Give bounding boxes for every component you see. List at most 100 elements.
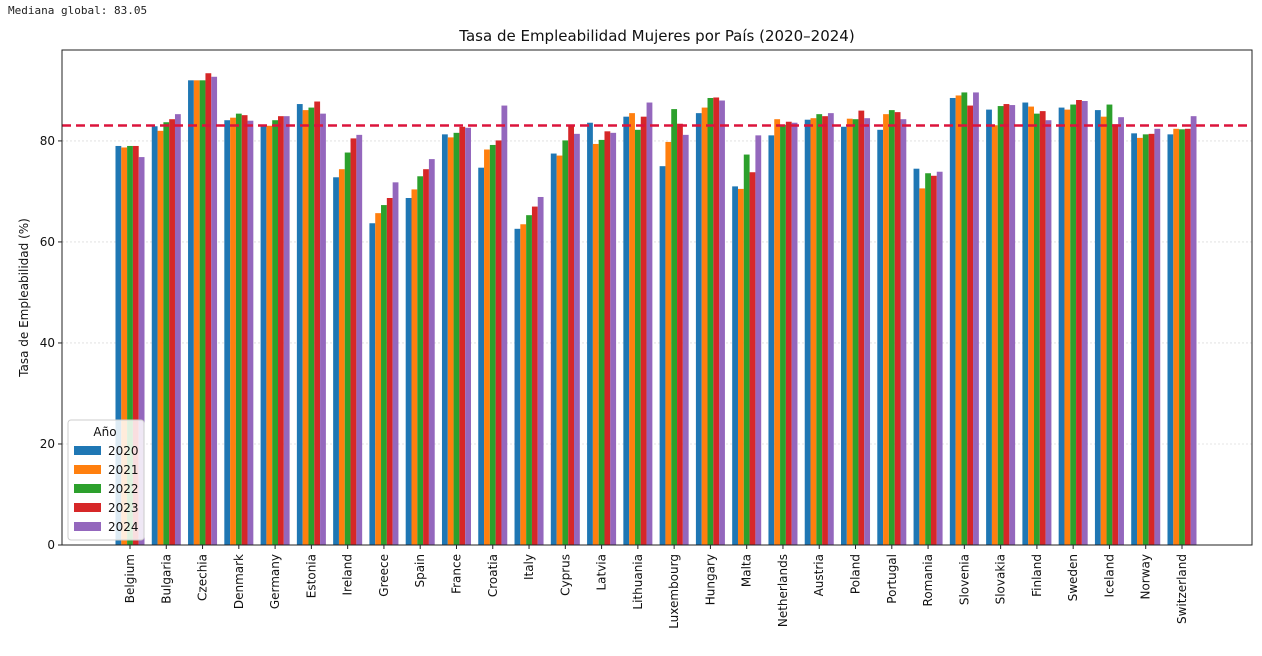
bar-slovakia-2020 [986, 109, 992, 545]
chart-title: Tasa de Empleabilidad Mujeres por País (… [458, 27, 854, 45]
bar-denmark-2020 [224, 120, 231, 546]
bar-hungary-2023 [713, 97, 720, 546]
median-annotation: Mediana global: 83.05 [8, 4, 148, 17]
bar-austria-2021 [810, 118, 817, 545]
bar-czechia-2024 [211, 76, 218, 545]
bar-portugal-2021 [883, 114, 889, 546]
legend-label-2022: 2022 [108, 482, 139, 496]
bar-estonia-2020 [296, 104, 303, 545]
bar-germany-2021 [266, 125, 273, 545]
x-tick-label-norway: Norway [1139, 554, 1153, 600]
x-tick-label-lithuania: Lithuania [631, 554, 645, 610]
bar-spain-2024 [428, 159, 435, 545]
bar-lithuania-2021 [629, 113, 635, 545]
bar-portugal-2024 [900, 119, 907, 546]
legend-swatch-2023 [74, 503, 101, 512]
bar-denmark-2024 [247, 120, 254, 545]
bar-cyprus-2020 [550, 153, 557, 546]
bar-slovenia-2020 [949, 97, 956, 546]
bar-germany-2020 [260, 124, 267, 546]
legend: Año 2020 2021 2022 2023 2024 [67, 419, 145, 541]
bars [115, 73, 1197, 546]
bar-hungary-2024 [719, 100, 725, 546]
bar-poland-2023 [858, 110, 865, 545]
x-tick-label-portugal: Portugal [885, 554, 899, 604]
bar-norway-2023 [1148, 133, 1155, 546]
bar-belgium-2021 [121, 147, 128, 546]
bar-luxembourg-2023 [677, 123, 683, 545]
x-tick-label-malta: Malta [740, 554, 754, 587]
x-tick-label-estonia: Estonia [304, 554, 318, 598]
y-tick-label: 80 [40, 134, 55, 148]
bar-austria-2024 [827, 113, 834, 545]
bar-estonia-2024 [320, 113, 326, 546]
x-tick-label-finland: Finland [1030, 554, 1044, 597]
bar-latvia-2020 [587, 122, 593, 546]
bar-germany-2023 [278, 116, 284, 545]
legend-title: Año [93, 425, 116, 439]
bar-slovakia-2022 [997, 106, 1004, 545]
bar-france-2021 [447, 137, 454, 545]
bar-finland-2022 [1033, 113, 1040, 546]
bar-norway-2020 [1131, 133, 1138, 545]
bar-germany-2022 [272, 120, 279, 546]
legend-label-2023: 2023 [108, 501, 139, 515]
bar-spain-2020 [405, 197, 412, 545]
bar-bulgaria-2021 [157, 130, 164, 545]
x-tick-label-bulgaria: Bulgaria [159, 554, 173, 604]
bar-cyprus-2023 [568, 125, 575, 545]
bar-cyprus-2024 [574, 133, 580, 546]
bar-norway-2021 [1137, 137, 1143, 545]
bar-norway-2022 [1142, 134, 1149, 545]
bar-iceland-2021 [1100, 116, 1107, 546]
bar-austria-2020 [804, 119, 811, 546]
bar-slovenia-2023 [967, 105, 974, 546]
bar-finland-2021 [1028, 106, 1034, 546]
legend-swatch-2020 [74, 446, 101, 455]
y-tick-label: 20 [40, 437, 55, 451]
bar-greece-2021 [375, 213, 382, 546]
y-tick-label: 0 [47, 538, 55, 552]
legend-swatch-2021 [74, 465, 101, 474]
x-tick-label-germany: Germany [268, 554, 282, 609]
bar-czechia-2021 [193, 80, 200, 545]
bar-ireland-2024 [356, 134, 363, 545]
x-tick-label-slovenia: Slovenia [957, 554, 971, 605]
bar-hungary-2020 [695, 113, 702, 545]
bar-switzerland-2022 [1179, 129, 1185, 545]
bar-poland-2021 [846, 118, 853, 545]
bar-portugal-2023 [894, 112, 901, 545]
x-tick-label-slovakia: Slovakia [994, 554, 1008, 604]
bar-switzerland-2023 [1184, 128, 1191, 546]
bar-netherlands-2021 [774, 119, 781, 546]
bar-malta-2023 [749, 172, 756, 546]
bar-slovenia-2021 [955, 95, 962, 546]
bar-italy-2020 [514, 228, 521, 545]
bar-slovakia-2021 [991, 125, 998, 546]
y-axis-label: Tasa de Empleabilidad (%) [17, 218, 31, 378]
x-tick-label-spain: Spain [413, 554, 427, 588]
legend-label-2021: 2021 [108, 463, 139, 477]
bar-bulgaria-2022 [163, 122, 170, 546]
bar-romania-2020 [913, 168, 920, 545]
bar-spain-2023 [423, 169, 429, 545]
bar-ireland-2022 [344, 152, 351, 546]
x-tick-label-belgium: Belgium [123, 554, 137, 603]
x-tick-label-ireland: Ireland [341, 554, 355, 596]
bar-sweden-2021 [1064, 109, 1071, 545]
x-tick-label-romania: Romania [921, 554, 935, 606]
bar-netherlands-2022 [780, 124, 786, 546]
bar-belgium-2020 [115, 145, 122, 545]
bar-malta-2020 [732, 186, 738, 545]
bar-greece-2022 [381, 205, 387, 545]
bar-italy-2023 [531, 206, 538, 545]
x-tick-label-austria: Austria [812, 554, 826, 596]
bar-finland-2023 [1039, 111, 1046, 546]
bar-czechia-2023 [205, 73, 212, 546]
bar-croatia-2024 [501, 105, 508, 546]
bar-czechia-2020 [188, 80, 194, 545]
bar-switzerland-2021 [1173, 128, 1180, 546]
bar-greece-2023 [386, 197, 393, 545]
bar-latvia-2022 [598, 139, 605, 546]
